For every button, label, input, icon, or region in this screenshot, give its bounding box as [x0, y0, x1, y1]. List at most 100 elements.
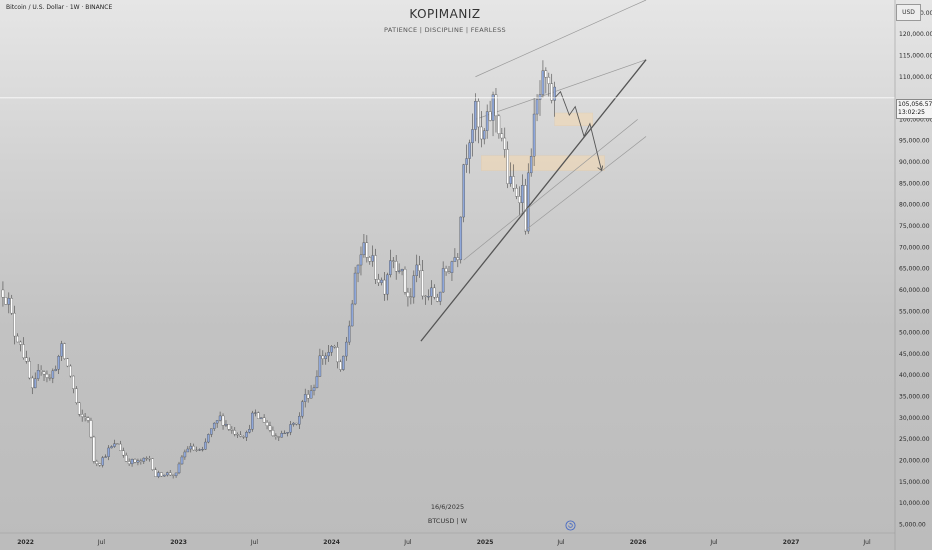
symbol-title[interactable]: Bitcoin / U.S. Dollar · 1W · BINANCE — [6, 4, 113, 11]
current-price-value: 105,056.57 — [898, 101, 932, 108]
candle — [298, 412, 301, 429]
candle-body — [236, 434, 239, 436]
candle — [488, 100, 492, 122]
candle-body — [309, 390, 313, 399]
candle-body — [28, 361, 31, 379]
currency-button[interactable]: USD — [896, 4, 921, 21]
candle-body — [303, 394, 307, 402]
candle — [359, 246, 363, 276]
candle — [259, 417, 263, 419]
candle-body — [550, 83, 554, 101]
candle-body — [110, 446, 113, 449]
candle-body — [450, 261, 454, 273]
candle-body — [160, 472, 163, 477]
candle-body — [36, 370, 40, 379]
candle — [186, 446, 190, 453]
candle-body — [277, 436, 281, 438]
candle-body — [330, 346, 333, 353]
candle-body — [256, 412, 260, 419]
candle — [139, 458, 143, 465]
candle-body — [456, 257, 460, 260]
candle-body — [57, 356, 60, 370]
candle-body — [474, 101, 477, 130]
candle-body — [124, 454, 128, 462]
candle — [201, 446, 204, 452]
candle — [289, 421, 292, 436]
candle-body — [195, 449, 198, 451]
candle-body — [215, 420, 219, 424]
candle — [262, 414, 266, 423]
trendline-0 — [420, 59, 647, 342]
candle — [412, 270, 416, 304]
candle — [535, 94, 539, 122]
candle-body — [471, 129, 474, 144]
candle-body — [453, 257, 457, 262]
time-tick-label: Jul — [403, 539, 412, 546]
candle — [28, 357, 31, 380]
candle-body — [268, 425, 272, 431]
candle — [482, 128, 486, 145]
candle-body — [1, 289, 5, 298]
time-axis[interactable]: 2022 Jul 2023 Jul 2024 Jul 2025 Jul 2026 Jul 2027 J… — [17, 539, 871, 546]
candle — [10, 294, 14, 315]
candle-body — [512, 176, 515, 189]
time-tick-label: 2022 — [17, 539, 34, 546]
candle-body — [157, 472, 160, 477]
candle-body — [92, 436, 96, 462]
candle — [168, 470, 172, 476]
trendlines-layer — [420, 59, 647, 342]
candle — [403, 266, 407, 295]
candle — [491, 91, 495, 137]
replay-icon[interactable] — [565, 520, 576, 531]
candle-body — [377, 279, 380, 283]
candle-body — [51, 370, 55, 379]
candle-body — [371, 255, 374, 262]
brand-tagline: PATIENCE | DISCIPLINE | FEARLESS — [384, 26, 506, 34]
candle-body — [60, 343, 63, 357]
candle — [468, 139, 471, 174]
candle-body — [192, 445, 195, 451]
candle — [330, 345, 333, 356]
candle-body — [427, 296, 430, 298]
candle — [453, 248, 457, 262]
candle — [160, 472, 163, 477]
candle-body — [145, 457, 149, 460]
candle — [145, 456, 149, 461]
time-tick-label: Jul — [709, 539, 718, 546]
candle-body — [198, 449, 201, 451]
candle-body — [80, 414, 84, 417]
candle — [119, 440, 122, 451]
candle — [347, 320, 351, 346]
candle — [295, 422, 298, 426]
candle — [503, 127, 507, 158]
price-axis[interactable]: 125,000.00120,000.00115,000.00110,000.00… — [899, 10, 932, 529]
candle-body — [166, 472, 169, 476]
candle — [430, 280, 433, 305]
candle — [104, 454, 107, 458]
candle-body — [274, 435, 278, 437]
candle — [309, 385, 313, 399]
candle — [116, 443, 119, 445]
candle-body — [283, 432, 286, 435]
candle — [418, 255, 421, 278]
candle-body — [368, 257, 372, 262]
candle — [19, 340, 22, 352]
trendline-2 — [525, 136, 647, 231]
candle — [356, 264, 360, 283]
candle — [494, 87, 498, 133]
candle-body — [89, 420, 93, 438]
candle — [477, 98, 480, 144]
candle — [268, 421, 272, 433]
candle — [283, 430, 286, 435]
candle-body — [104, 456, 107, 458]
candle — [239, 431, 242, 438]
candle — [433, 284, 436, 300]
candle-body — [547, 76, 551, 84]
price-tick-label: 115,000.00 — [899, 52, 932, 59]
candle-body — [7, 298, 11, 305]
candle-body — [66, 358, 69, 367]
candle-body — [327, 352, 330, 357]
candle — [31, 375, 34, 395]
